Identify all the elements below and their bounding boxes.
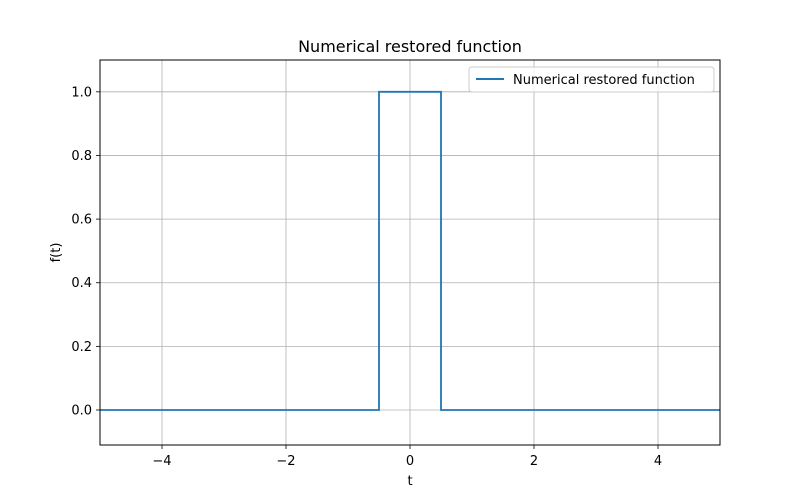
x-axis-label: t <box>407 474 412 489</box>
legend: Numerical restored function <box>468 66 715 93</box>
y-tick-label: 1.0 <box>71 85 92 100</box>
x-tick-label: 0 <box>406 454 414 469</box>
ticks: −4 −2 0 2 4 0.0 0.2 0.4 0.6 0.8 1.0 <box>71 85 662 469</box>
x-tick-label: 4 <box>654 454 662 469</box>
y-tick-label: 0.0 <box>71 404 92 419</box>
y-tick-label: 0.4 <box>71 276 92 291</box>
y-axis-label: f(t) <box>49 243 64 263</box>
x-tick-label: −4 <box>152 454 171 469</box>
legend-label: Numerical restored function <box>513 73 695 88</box>
x-tick-label: −2 <box>276 454 295 469</box>
legend-box <box>468 66 715 93</box>
series-line <box>100 90 720 411</box>
y-tick-label: 0.2 <box>71 340 92 355</box>
x-tick-label: 2 <box>530 454 538 469</box>
series-layer <box>100 90 720 411</box>
chart-title: Numerical restored function <box>298 37 522 56</box>
y-tick-label: 0.6 <box>71 213 92 228</box>
y-tick-label: 0.8 <box>71 149 92 164</box>
